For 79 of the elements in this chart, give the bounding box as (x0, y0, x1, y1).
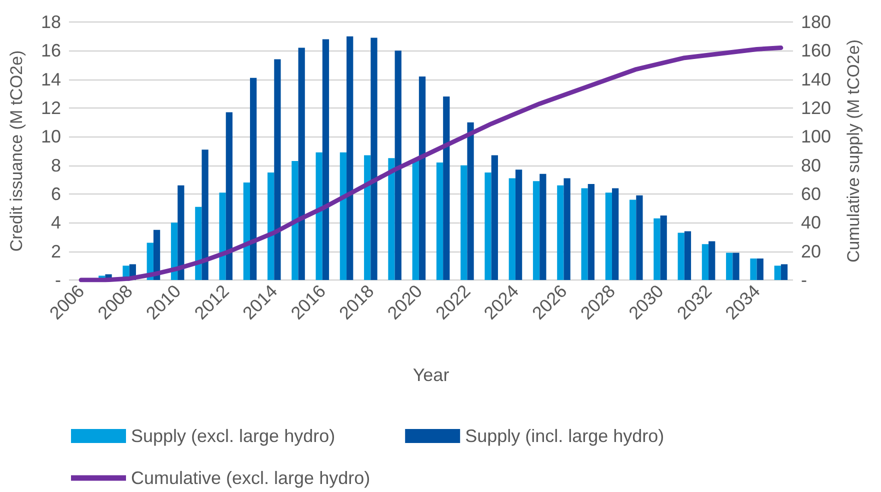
bar (322, 39, 330, 280)
bar (636, 195, 643, 280)
bar (540, 174, 546, 280)
bar (436, 162, 444, 280)
bar (388, 158, 395, 280)
bar (243, 182, 250, 280)
y-tick-label: 16 (40, 40, 61, 61)
bar (774, 266, 781, 280)
y2-tick-label: 80 (801, 155, 822, 176)
y-axis-title: Credit issuance (M tCO2e) (7, 50, 26, 252)
bar (418, 76, 426, 280)
bar (274, 59, 281, 280)
y2-tick-label: 120 (801, 98, 832, 118)
bar (346, 36, 354, 280)
legend-label: Cumulative (excl. large hydro) (131, 468, 370, 488)
bar (170, 222, 178, 280)
bar (202, 150, 208, 280)
bar (195, 206, 202, 280)
bar (292, 161, 298, 280)
y2-tick-label: 160 (801, 40, 832, 61)
bar (226, 112, 233, 280)
bar (564, 178, 570, 280)
bar (219, 192, 226, 280)
y-tick-label: 4 (50, 212, 61, 233)
bar (515, 170, 522, 280)
y-tick-label: 10 (40, 126, 61, 147)
bar (732, 252, 740, 280)
y-tick-label: - (55, 270, 61, 290)
legend-label: Supply (incl. large hydro) (465, 426, 664, 446)
y2-tick-label: 40 (801, 212, 822, 233)
bar (316, 152, 322, 280)
bar (678, 232, 684, 280)
y2-tick-label: 100 (801, 126, 832, 147)
y-tick-label: 14 (40, 69, 61, 90)
bar (467, 122, 474, 280)
bar (557, 185, 564, 280)
y-tick-label: 2 (50, 241, 61, 262)
bar (364, 155, 371, 280)
bar (581, 188, 588, 280)
y2-tick-label: 140 (801, 69, 832, 90)
bar (726, 252, 733, 280)
y2-axis-title: Cumulative supply (M tCO2e) (844, 40, 863, 262)
y2-tick-label: - (801, 270, 807, 290)
bar (660, 216, 667, 280)
bar (370, 38, 378, 280)
bar (394, 50, 402, 280)
bar (750, 258, 757, 280)
y-tick-label: 18 (40, 12, 61, 32)
y-tick-label: 6 (50, 184, 61, 204)
bar (654, 218, 660, 280)
bar (178, 185, 184, 280)
bar (629, 200, 636, 280)
bar (460, 165, 468, 280)
bar (708, 241, 716, 280)
y-tick-label: 8 (50, 155, 61, 176)
bar (443, 96, 450, 280)
y2-tick-label: 60 (801, 184, 822, 204)
bar (267, 172, 274, 280)
bar (508, 178, 516, 280)
bar (532, 181, 540, 280)
y2-tick-label: 20 (801, 241, 822, 262)
bar (684, 231, 692, 280)
y-tick-label: 12 (40, 98, 61, 118)
bar (612, 188, 619, 280)
bar (588, 184, 595, 280)
bar (491, 155, 498, 280)
x-axis-title: Year (412, 365, 450, 385)
y2-tick-label: 180 (801, 12, 832, 32)
bar (412, 160, 419, 280)
bar (605, 192, 612, 280)
bar (780, 264, 788, 280)
bar (340, 152, 347, 280)
bar (298, 48, 305, 280)
bar (702, 244, 709, 280)
bar (484, 172, 492, 280)
bar (756, 258, 764, 280)
bar (250, 78, 257, 280)
legend-label: Supply (excl. large hydro) (131, 426, 336, 446)
line-series (78, 46, 784, 282)
